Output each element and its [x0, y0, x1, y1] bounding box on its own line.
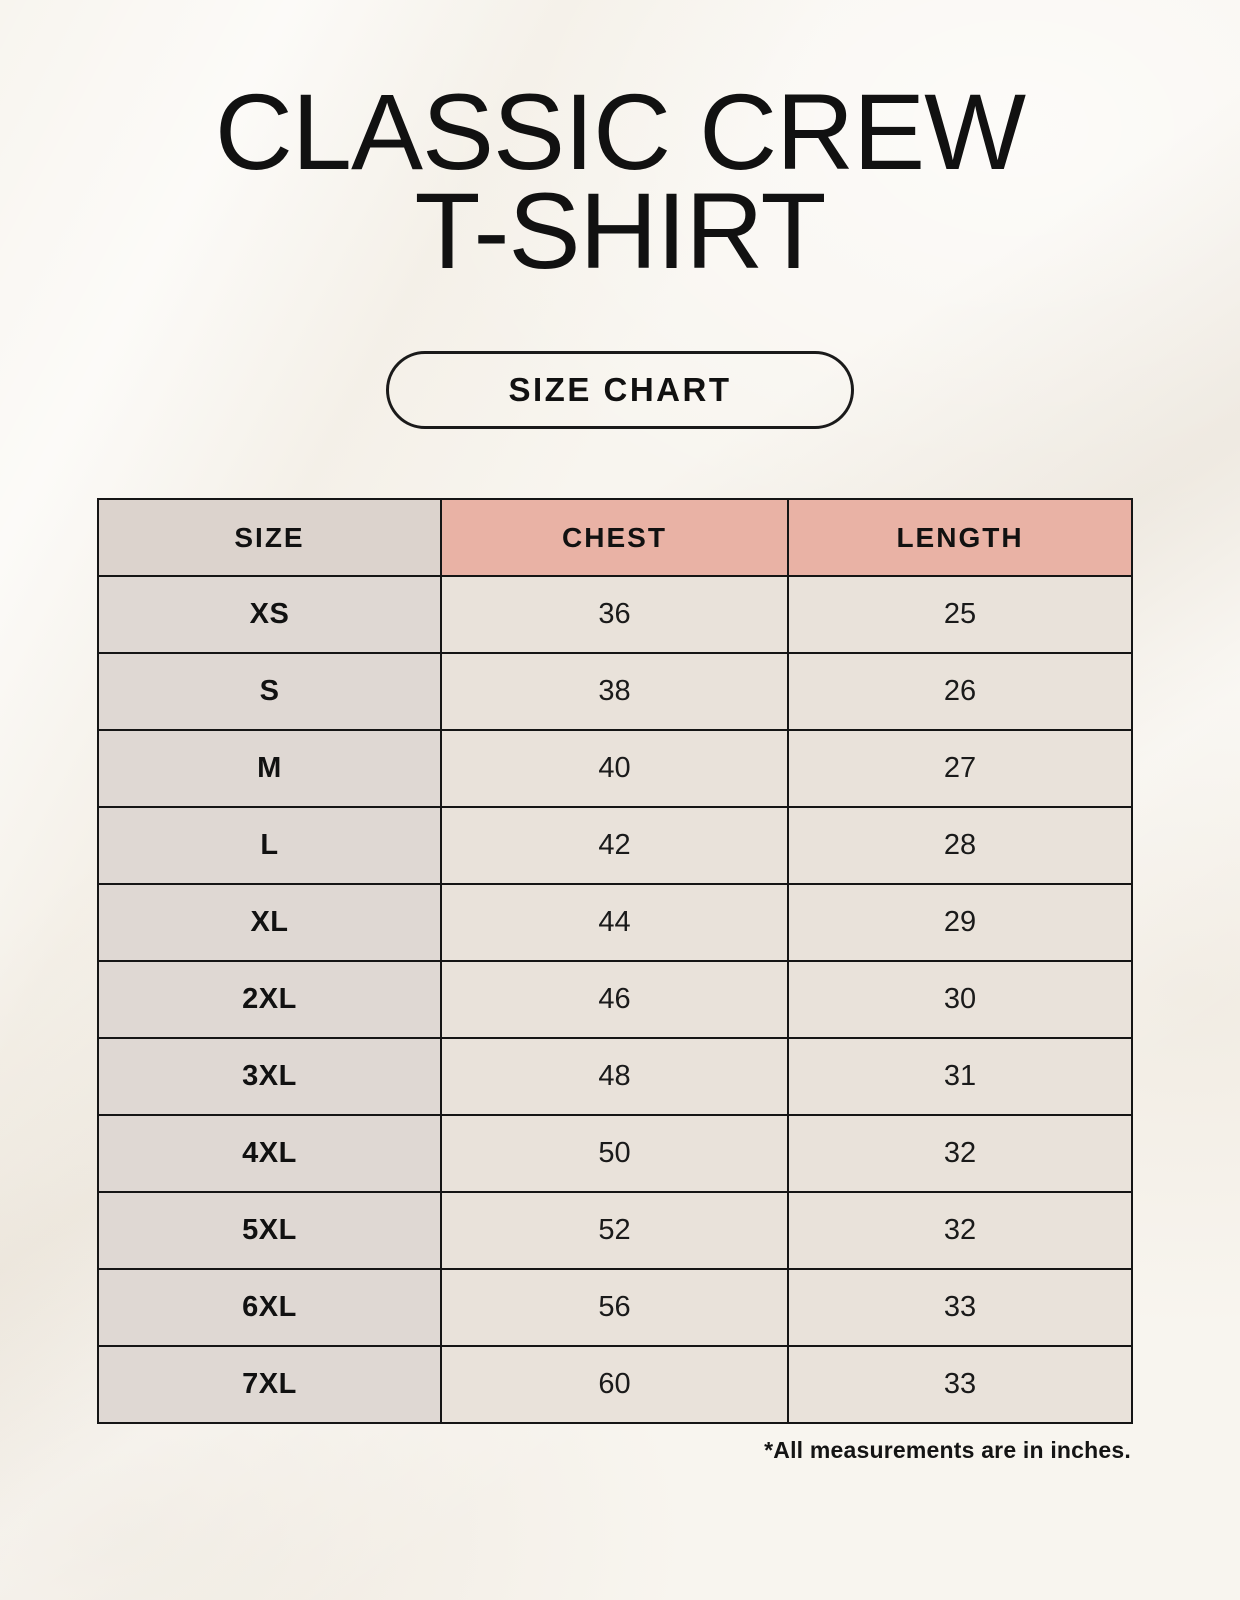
cell-length: 26 [787, 652, 1133, 731]
cell-length: 30 [787, 960, 1133, 1039]
cell-length: 27 [787, 729, 1133, 808]
table-row: 7XL 60 33 [97, 1345, 1133, 1424]
column-header-size: SIZE [97, 498, 442, 577]
cell-size: 3XL [97, 1037, 442, 1116]
cell-size: 5XL [97, 1191, 442, 1270]
cell-chest: 48 [440, 1037, 789, 1116]
table-row: 4XL 50 32 [97, 1114, 1133, 1193]
cell-length: 28 [787, 806, 1133, 885]
cell-length: 33 [787, 1268, 1133, 1347]
cell-chest: 44 [440, 883, 789, 962]
cell-size: XL [97, 883, 442, 962]
table-header: SIZE CHEST LENGTH [97, 498, 1133, 577]
table-row: 2XL 46 30 [97, 960, 1133, 1039]
measurements-footnote: *All measurements are in inches. [764, 1437, 1131, 1463]
cell-chest: 46 [440, 960, 789, 1039]
cell-chest: 60 [440, 1345, 789, 1424]
cell-size: 4XL [97, 1114, 442, 1193]
table-row: 6XL 56 33 [97, 1268, 1133, 1347]
cell-chest: 52 [440, 1191, 789, 1270]
cell-chest: 36 [440, 575, 789, 654]
table-row: 3XL 48 31 [97, 1037, 1133, 1116]
cell-length: 29 [787, 883, 1133, 962]
table-header-row: SIZE CHEST LENGTH [97, 498, 1133, 577]
cell-length: 31 [787, 1037, 1133, 1116]
cell-size: 7XL [97, 1345, 442, 1424]
table-body: XS 36 25 S 38 26 M 40 27 L 42 28 XL 44 29 2XL 46 30 3XL 48 3… [97, 575, 1133, 1424]
cell-chest: 56 [440, 1268, 789, 1347]
cell-chest: 50 [440, 1114, 789, 1193]
cell-chest: 40 [440, 729, 789, 808]
cell-size: S [97, 652, 442, 731]
table-row: 5XL 52 32 [97, 1191, 1133, 1270]
table-row: XS 36 25 [97, 575, 1133, 654]
cell-size: M [97, 729, 442, 808]
column-header-length: LENGTH [787, 498, 1133, 577]
column-header-chest: CHEST [440, 498, 789, 577]
cell-size: L [97, 806, 442, 885]
size-table-container: SIZE CHEST LENGTH XS 36 25 S 38 26 M 40 27 L 42 28 X… [97, 498, 1133, 1424]
badge-container: SIZE CHART [0, 351, 1240, 429]
cell-length: 33 [787, 1345, 1133, 1424]
cell-length: 32 [787, 1114, 1133, 1193]
cell-size: 6XL [97, 1268, 442, 1347]
cell-length: 32 [787, 1191, 1133, 1270]
cell-length: 25 [787, 575, 1133, 654]
table-row: M 40 27 [97, 729, 1133, 808]
cell-chest: 38 [440, 652, 789, 731]
size-table: SIZE CHEST LENGTH XS 36 25 S 38 26 M 40 27 L 42 28 X… [97, 498, 1133, 1424]
cell-chest: 42 [440, 806, 789, 885]
table-row: L 42 28 [97, 806, 1133, 885]
table-row: XL 44 29 [97, 883, 1133, 962]
cell-size: XS [97, 575, 442, 654]
table-row: S 38 26 [97, 652, 1133, 731]
page-title: CLASSIC CREW T-SHIRT [214, 71, 1026, 292]
size-chart-badge: SIZE CHART [386, 351, 854, 429]
cell-size: 2XL [97, 960, 442, 1039]
